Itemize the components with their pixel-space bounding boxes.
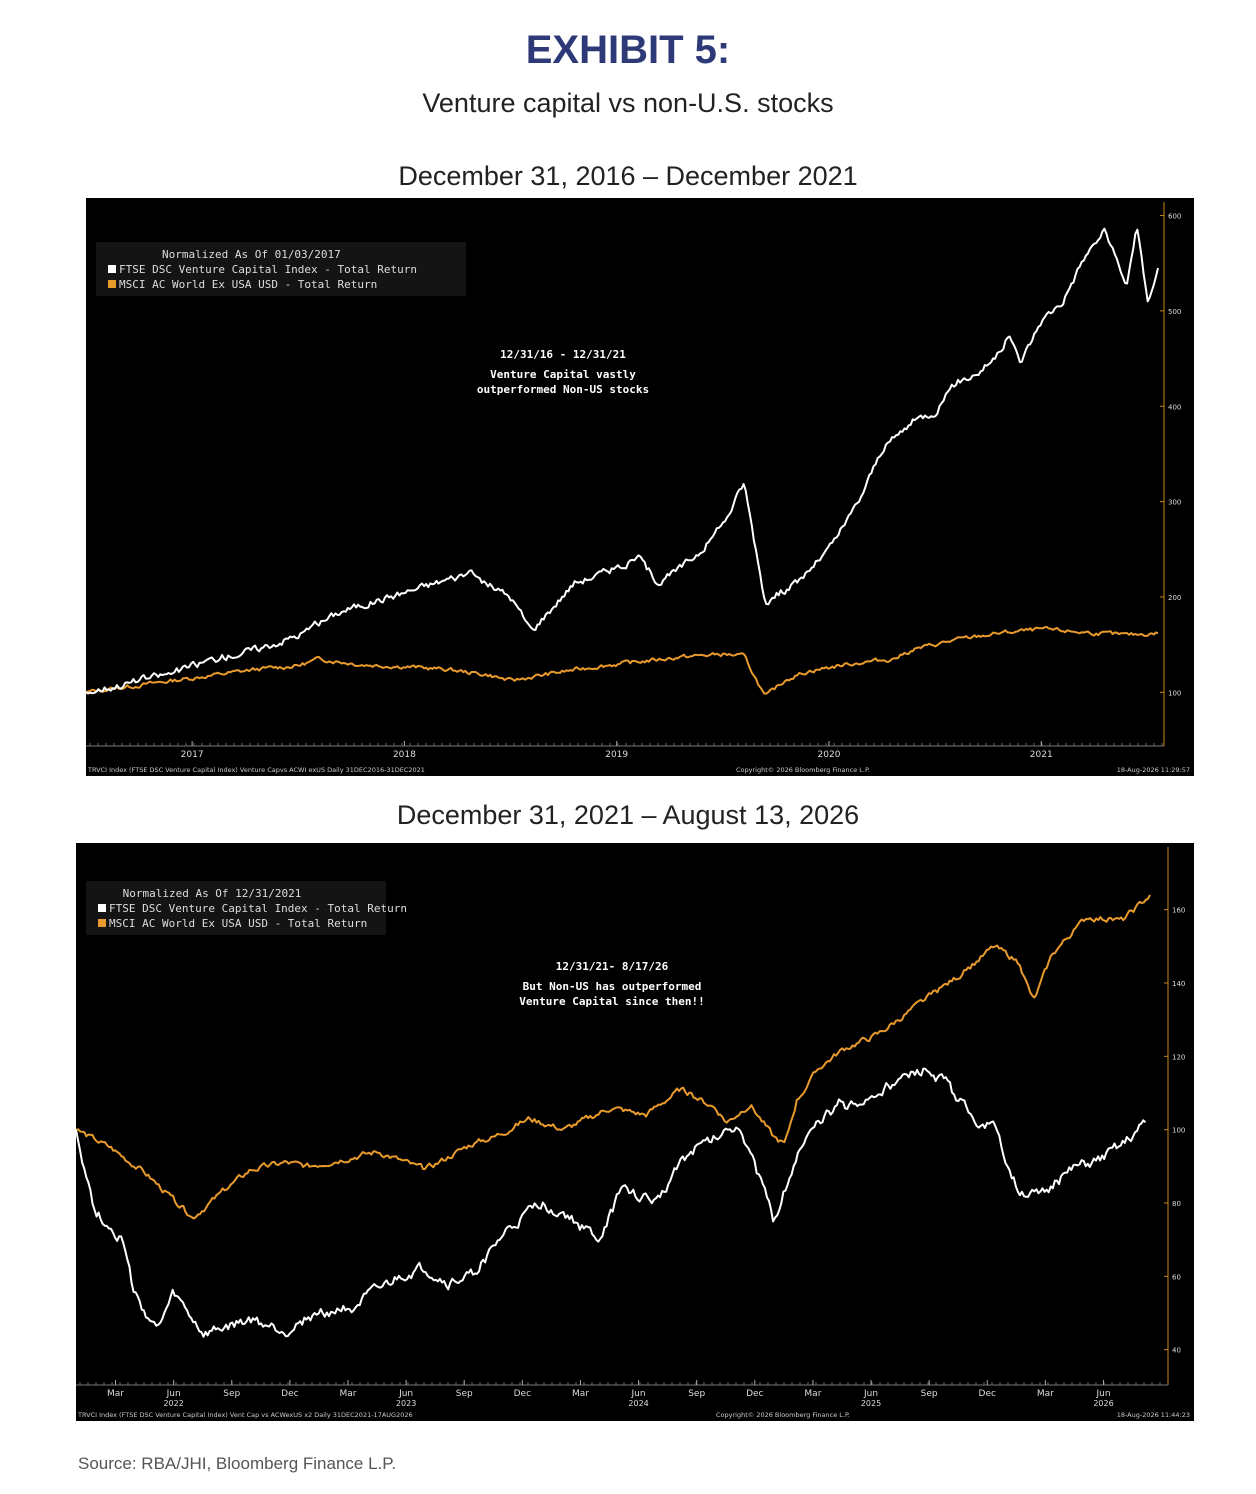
- exhibit-subtitle: Venture capital vs non-U.S. stocks: [422, 88, 834, 118]
- msci-index-line: [76, 894, 1151, 1220]
- y-tick-label: 600: [1168, 213, 1181, 221]
- x-tick-label: Jun: [398, 1389, 413, 1399]
- panel1-period-title: December 31, 2016 – December 2021: [398, 161, 858, 191]
- y-tick-label: 500: [1168, 308, 1181, 316]
- x-tick-label: Mar: [107, 1389, 124, 1399]
- x-tick-label: Sep: [456, 1389, 473, 1399]
- chart-svg-2021-2026: 40 60 80 100 120 140 160 Mar Jun Sep Dec Mar Jun Sep D…: [76, 847, 1190, 1419]
- footer-index-text: TRVCI Index (FTSE DSC Venture Capital In…: [87, 766, 425, 774]
- y-tick-label: 60: [1172, 1273, 1181, 1281]
- x-tick-label: Mar: [1037, 1389, 1054, 1399]
- legend-box: [96, 242, 466, 296]
- y-tick-label: 80: [1172, 1200, 1181, 1208]
- chart-panel-2016-2021: 100 200 300 400 500 600 2017 2018 2019 2020 2021 TR…: [86, 198, 1194, 776]
- y-tick-label: 160: [1172, 907, 1185, 915]
- x-tick-label: Sep: [223, 1389, 240, 1399]
- x-year-label: 2025: [861, 1399, 881, 1408]
- footer-timestamp-text: 18-Aug-2026 11:29:57: [1117, 766, 1190, 774]
- x-tick-label: 2020: [818, 750, 841, 760]
- msci-index-line: [86, 625, 1159, 695]
- legend-swatch-msci: [108, 280, 116, 288]
- x-tick-label: Sep: [921, 1389, 938, 1399]
- x-tick-label: Mar: [339, 1389, 356, 1399]
- annotation-line: Venture Capital vastly: [490, 368, 636, 381]
- source-note: Source: RBA/JHI, Bloomberg Finance L.P.: [78, 1454, 397, 1473]
- x-tick-label: Jun: [1095, 1389, 1110, 1399]
- footer-timestamp-text: 18-Aug-2026 11:44:23: [1117, 1411, 1190, 1419]
- legend-swatch-msci: [98, 919, 106, 927]
- vc-index-line: [76, 1067, 1147, 1338]
- x-tick-label: Jun: [631, 1389, 646, 1399]
- x-tick-label: Mar: [572, 1389, 589, 1399]
- y-tick-label: 100: [1168, 689, 1181, 697]
- x-tick-label: Sep: [688, 1389, 705, 1399]
- legend-swatch-vc: [98, 904, 106, 912]
- footer-copyright-text: Copyright© 2026 Bloomberg Finance L.P.: [736, 766, 870, 774]
- annotation-line: Venture Capital since then!!: [519, 995, 704, 1008]
- x-tick-label: 2017: [181, 750, 204, 760]
- legend-header: Normalized As Of 01/03/2017: [162, 248, 341, 261]
- x-year-label: 2026: [1093, 1399, 1113, 1408]
- footer-copyright-text: Copyright© 2026 Bloomberg Finance L.P.: [716, 1411, 850, 1419]
- chart-svg-2016-2021: 100 200 300 400 500 600 2017 2018 2019 2020 2021 TR…: [86, 202, 1190, 774]
- y-tick-label: 100: [1172, 1127, 1185, 1135]
- x-year-label: 2023: [396, 1399, 416, 1408]
- legend-box: [86, 881, 386, 935]
- vc-index-line: [86, 227, 1159, 695]
- legend-label-msci: MSCI AC World Ex USA USD - Total Return: [109, 917, 367, 930]
- panel2-period-title: December 31, 2021 – August 13, 2026: [396, 800, 860, 830]
- legend-label-msci: MSCI AC World Ex USA USD - Total Return: [119, 278, 377, 291]
- x-tick-label: Dec: [979, 1389, 996, 1399]
- legend-swatch-vc: [108, 265, 116, 273]
- footer-index-text: TRVCI Index (FTSE DSC Venture Capital In…: [77, 1411, 413, 1419]
- x-tick-label: Mar: [804, 1389, 821, 1399]
- x-tick-label: Jun: [166, 1389, 181, 1399]
- x-tick-label: Dec: [746, 1389, 763, 1399]
- y-tick-label: 300: [1168, 499, 1181, 507]
- annotation-line: 12/31/21- 8/17/26: [556, 960, 669, 973]
- annotation-line: 12/31/16 - 12/31/21: [500, 348, 626, 361]
- x-tick-label: 2019: [605, 750, 628, 760]
- legend-label-vc: FTSE DSC Venture Capital Index - Total R…: [119, 263, 417, 276]
- x-year-label: 2024: [628, 1399, 648, 1408]
- x-year-label: 2022: [163, 1399, 183, 1408]
- legend-label-vc: FTSE DSC Venture Capital Index - Total R…: [109, 902, 407, 915]
- y-tick-label: 200: [1168, 594, 1181, 602]
- x-tick-label: Dec: [514, 1389, 531, 1399]
- x-tick-label: 2021: [1030, 750, 1053, 760]
- y-tick-label: 140: [1172, 980, 1185, 988]
- x-tick-label: 2018: [393, 750, 416, 760]
- y-tick-label: 120: [1172, 1053, 1185, 1061]
- y-tick-label: 400: [1168, 403, 1181, 411]
- chart-panel-2021-2026: 40 60 80 100 120 140 160 Mar Jun Sep Dec Mar Jun Sep D…: [76, 843, 1194, 1421]
- annotation-line: But Non-US has outperformed: [523, 980, 702, 993]
- x-tick-label: Jun: [863, 1389, 878, 1399]
- exhibit-title: EXHIBIT 5:: [525, 28, 731, 72]
- annotation-line: outperformed Non-US stocks: [477, 383, 649, 396]
- y-tick-label: 40: [1172, 1347, 1181, 1355]
- x-tick-label: Dec: [281, 1389, 298, 1399]
- legend-header: Normalized As Of 12/31/2021: [123, 887, 302, 900]
